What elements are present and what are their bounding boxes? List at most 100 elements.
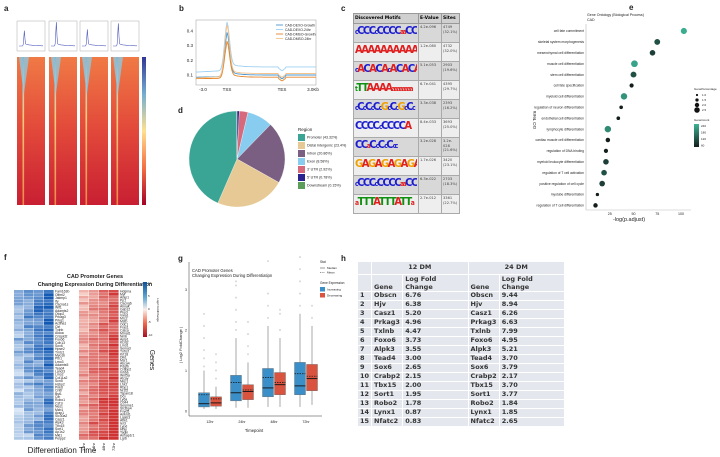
x-tick-label: 24hr [238,420,246,424]
heatmap-cell [99,350,109,353]
heatmap-cell [34,424,44,427]
heatmap-cell [44,341,54,345]
heatmap-cell [24,357,34,360]
outlier-point [235,321,237,323]
heatmap-cell [34,321,44,325]
heatmap-cell [109,380,119,383]
heatmap-cell [24,309,34,313]
heatmap-cell [14,376,24,380]
heatmap-cell [99,371,109,374]
fold-change-cell: 1.85 [498,408,566,418]
gene-label: Wif1 [55,306,62,310]
heatmap-cell [99,398,109,401]
motif-site-count: 3.2e-028 [443,139,453,148]
heatmap-cell [34,360,44,364]
gene-cell: Crabp2 [467,372,500,382]
heatmap-cell [99,338,109,341]
x-tick-label: TES [278,87,287,92]
rank-cell: 2 [356,300,373,310]
gene-row: 9 Sox6 2.65 Sox6 3.79 [356,363,566,373]
heatmap-cell [109,329,119,332]
gene-label: Hdgrna [120,290,131,294]
gene-label: Mstb [120,320,127,324]
stat-legend-label: Mean [327,271,335,275]
fold-change-cell: 6.76 [402,291,469,301]
tss-signal-stripe [54,57,57,205]
gene-label: Pelpp2 [55,437,66,441]
x-tick-label: 72hr [302,420,310,424]
gene-label: Robo1 [55,398,65,402]
heatmap-cell [109,305,119,308]
legend-label: CAD-DEXO-Growth [285,24,315,28]
heatmap-cell [44,293,54,297]
panel-label-f: f [4,253,7,262]
heatmap-cell [79,368,89,371]
motif-site-percent: (32.0%) [443,48,458,53]
heatmap-block [49,57,77,205]
heatmap-cell [109,431,119,434]
heatmap-cell [79,314,89,317]
heatmap-cell [89,302,99,305]
heatmap-cell [24,398,34,402]
motif-site-count: 3693 [443,120,453,124]
gene-row: 2 Hjv 6.38 Hjv 8.94 [356,300,566,310]
go-term-label: endothelial cell differentiation [542,116,585,120]
fold-change-cell: 6.26 [498,309,566,319]
heatmap-cell [109,317,119,320]
heatmap-cell [44,321,54,325]
heatmap-cell [24,334,34,338]
gene-label: Cdh13 [55,341,65,345]
stat-legend-title: Stat [320,260,326,264]
gene-label: Atcay [120,377,129,381]
go-term-label: myeloid cell differentiation [546,95,584,99]
heatmap-cell [44,433,54,437]
motif-site-count: 4749 [443,25,453,29]
heatmap-cell [34,305,44,309]
gene-label: Otop2 [55,312,64,316]
heatmap-cell [99,293,109,296]
heatmap-cell [99,368,109,371]
heatmap-cell [79,407,89,410]
box [294,362,306,395]
heatmap-cell [79,374,89,377]
heatmap-cell [99,404,109,407]
heatmap-cell [24,376,34,380]
heatmap-cell [14,398,24,402]
heatmap-cell [44,395,54,399]
panel-label-g: g [178,254,183,263]
heatmap-cell [89,407,99,410]
heatmap-cell [89,353,99,356]
color-legend-label: 120 [701,137,706,141]
heatmap-cell [34,331,44,335]
heatmap-cell [89,431,99,434]
heatmap-cell [14,325,24,329]
go-term-label: cell fate commitment [554,29,584,33]
heatmap-cell [89,329,99,332]
heatmap-cell [109,368,119,371]
heatmap-cell [109,350,119,353]
go-term-dot [605,137,611,143]
panel-d-pie-chart: Region Promoter (43.32%) Distal Intergenic… [188,110,346,208]
motif-logo: CCaC cC cC cc [353,137,419,157]
heatmap-cell [44,379,54,383]
heatmap-cell [99,428,109,431]
x-tick-label: 100 [678,212,684,216]
heatmap-cell [24,433,34,437]
heatmap-cell [14,309,24,313]
heatmap-cell [14,424,24,427]
motif-evalue: 4.2e-096 [418,23,442,43]
go-title: Gene Ontology (Biological Process) [587,13,644,17]
heatmap-cell [44,305,54,309]
gene-label: Lgr6 [120,437,127,441]
heatmap-cell [24,436,34,440]
go-term-dot [599,180,605,187]
heatmap-cell [109,365,119,368]
gene-label: Pkp3 [120,311,128,315]
legend-label: Distal Intergenic (23.4%) [307,144,346,148]
rank-cell: 15 [356,417,373,427]
fold-change-cell: 3.70 [498,354,566,364]
fold-change-cell: 1.95 [402,390,469,400]
heatmap-colorbar [142,57,146,205]
go-term-label: muscle cell differentiation [547,62,584,66]
